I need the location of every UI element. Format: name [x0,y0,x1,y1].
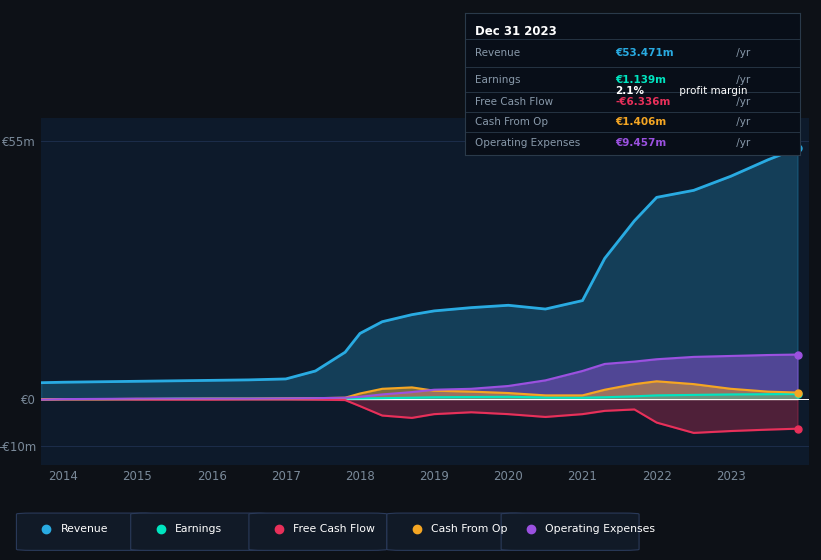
Text: €1.139m: €1.139m [616,75,667,85]
Text: Free Cash Flow: Free Cash Flow [475,97,553,108]
Text: €9.457m: €9.457m [616,138,667,148]
Text: 2.1%: 2.1% [616,86,644,96]
Text: /yr: /yr [732,97,750,108]
FancyBboxPatch shape [131,513,268,550]
Text: €1.406m: €1.406m [616,117,667,127]
Text: Revenue: Revenue [475,48,520,58]
FancyBboxPatch shape [501,513,639,550]
Text: Earnings: Earnings [475,75,521,85]
Text: Dec 31 2023: Dec 31 2023 [475,25,557,38]
Text: Cash From Op: Cash From Op [431,524,507,534]
Text: Operating Expenses: Operating Expenses [475,138,580,148]
Text: €53.471m: €53.471m [616,48,674,58]
Text: Operating Expenses: Operating Expenses [545,524,655,534]
Text: /yr: /yr [732,48,750,58]
Text: Cash From Op: Cash From Op [475,117,548,127]
Text: -€6.336m: -€6.336m [616,97,671,108]
FancyBboxPatch shape [16,513,154,550]
Text: Revenue: Revenue [61,524,108,534]
FancyBboxPatch shape [387,513,525,550]
Text: Earnings: Earnings [175,524,222,534]
Text: /yr: /yr [732,138,750,148]
Text: profit margin: profit margin [676,86,747,96]
Text: /yr: /yr [732,117,750,127]
FancyBboxPatch shape [249,513,387,550]
Text: Free Cash Flow: Free Cash Flow [293,524,375,534]
Text: /yr: /yr [732,75,750,85]
